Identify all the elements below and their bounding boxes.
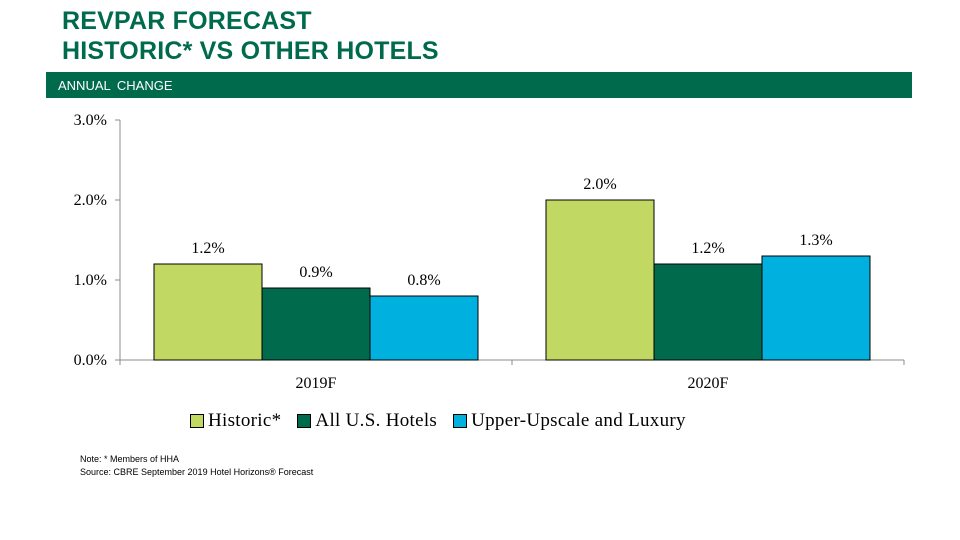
legend-label: All U.S. Hotels: [315, 410, 438, 431]
legend-swatch: [453, 414, 468, 428]
bar-2020f-series-3: [761, 255, 871, 361]
chart-bars: [153, 199, 871, 361]
source-text: Source: CBRE September 2019 Hotel Horizo…: [80, 467, 314, 477]
data-label: 1.2%: [691, 240, 724, 257]
data-label: 1.2%: [191, 240, 224, 257]
bar-chart: 0.0%1.0%2.0%3.0% 1.2%0.9% 0.8%2019F2.0%1.…: [74, 112, 905, 392]
bar-2019f-series-1: [153, 263, 263, 361]
data-label: 2.0%: [583, 176, 616, 193]
data-label: 0.8%: [407, 272, 440, 289]
title-line-2: HISTORIC* VS OTHER HOTELS: [62, 37, 439, 65]
legend-swatch: [297, 414, 312, 428]
bar-2019f-series-2: [261, 287, 371, 361]
bar-2020f-series-2: [653, 263, 763, 361]
x-category-label: 2020F: [688, 375, 729, 392]
y-tick-label: 0.0%: [74, 352, 107, 369]
chart-legend: Historic* All U.S. Hotels Upper-Upscale an…: [190, 410, 702, 432]
legend-item: Historic*: [190, 410, 281, 432]
legend-swatch: [190, 414, 204, 428]
bar-2020f-series-1: [545, 199, 655, 361]
x-category-label: 2019F: [296, 375, 337, 392]
legend-label: Historic*: [208, 410, 282, 431]
legend-label: Upper-Upscale and Luxury: [471, 410, 686, 431]
footnotes: Note: * Members of HHA Source: CBRE Sept…: [80, 453, 313, 479]
title-line-1: REVPAR FORECAST: [62, 7, 312, 35]
subtitle-text: ANNUAL CHANGE: [58, 78, 173, 93]
legend-item: All U.S. Hotels: [297, 410, 437, 432]
data-label: 0.9%: [299, 264, 332, 281]
y-tick-label: 3.0%: [74, 112, 107, 129]
y-tick-label: 1.0%: [74, 272, 107, 289]
subtitle-banner: ANNUAL CHANGE: [46, 72, 912, 98]
chart-labels: 1.2% 0.9% 0.8% 2019F 2.0% 1.2% 1.3% 2020F: [191, 176, 832, 392]
note-text: Note: * Members of HHA: [80, 454, 180, 464]
y-tick-label: 2.0%: [74, 192, 107, 209]
legend-item: Upper-Upscale and Luxury: [453, 410, 686, 432]
page-title: REVPAR FORECAST HISTORIC* VS OTHER HOTEL…: [62, 6, 439, 66]
data-label: 1.3%: [799, 232, 832, 249]
bar-2019f-series-3: [369, 295, 479, 361]
